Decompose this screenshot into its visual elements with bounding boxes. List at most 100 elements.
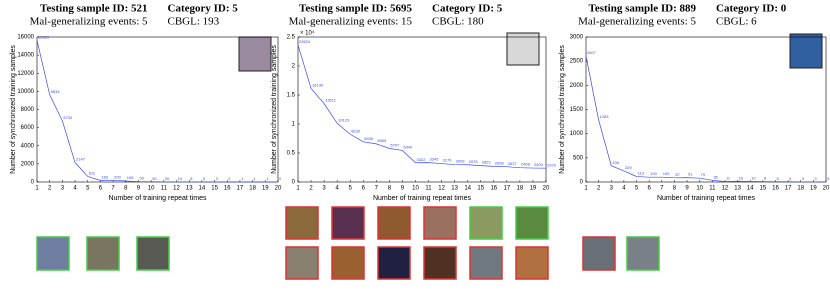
- x-tick-label: 2: [48, 186, 52, 192]
- y-tick-label: 8000: [21, 107, 35, 113]
- data-label: 6930: [364, 136, 374, 141]
- data-label: 30: [152, 176, 157, 181]
- x-tick-label: 4: [622, 186, 626, 192]
- chart: Testing sample ID: 521 Category ID: 5 Mal-…: [10, 3, 282, 202]
- x-tick-label: 4: [335, 186, 339, 192]
- y-tick-label: 3000: [570, 35, 584, 41]
- data-label: 183: [101, 174, 108, 179]
- data-label: 5: [776, 176, 779, 181]
- x-tick-label: 19: [262, 186, 269, 192]
- x-tick-label: 20: [823, 186, 830, 192]
- chart-title: Testing sample ID: 5695: [299, 3, 412, 15]
- x-tick-label: 16: [490, 186, 497, 192]
- data-label: 10: [751, 176, 756, 181]
- y-tick-label: 0.5: [287, 151, 296, 157]
- x-tick-label: 11: [425, 186, 432, 192]
- x-tick-label: 15: [211, 186, 218, 192]
- x-tick-label: 7: [111, 186, 115, 192]
- data-label: 11: [726, 176, 731, 181]
- x-tick-label: 18: [517, 186, 524, 192]
- data-label: 35: [713, 174, 718, 179]
- data-label: 6734: [63, 115, 73, 120]
- data-label: 79: [701, 172, 706, 177]
- data-label: 100: [650, 171, 657, 176]
- x-tick-label: 6: [362, 186, 366, 192]
- data-label: 5: [789, 176, 792, 181]
- note: Mal-generalizing events: 5: [30, 16, 148, 28]
- data-label: 8: [764, 176, 767, 181]
- data-label: 3322: [416, 157, 426, 162]
- data-label: 2468: [521, 162, 531, 167]
- x-tick-label: 15: [477, 186, 484, 192]
- y-axis-label: Number of synchronized training samples: [271, 45, 278, 174]
- x-tick-label: 3: [322, 186, 326, 192]
- x-tick-label: 10: [696, 186, 703, 192]
- data-label: 3: [814, 176, 817, 181]
- data-label: 5797: [390, 142, 400, 147]
- x-tick-label: 11: [709, 186, 716, 192]
- x-axis-label: Number of training repeat times: [657, 195, 756, 202]
- data-label: 87: [675, 172, 680, 177]
- chart: Testing sample ID: 5695 Category ID: 5 Mal…: [271, 3, 557, 202]
- data-label: 91: [688, 172, 693, 177]
- data-label: 10: [178, 176, 183, 181]
- x-tick-label: 20: [275, 186, 282, 192]
- x-axis-label: Number of training repeat times: [373, 195, 472, 202]
- chart-subtitle: Category ID: 5: [432, 3, 503, 15]
- y-tick-label: 16000: [17, 35, 34, 41]
- data-label: 2637: [508, 161, 518, 166]
- y-tick-label: 2000: [21, 161, 35, 167]
- data-label: 6569: [377, 138, 387, 143]
- y-tick-label: 2.5: [287, 35, 296, 41]
- data-label: 1: [241, 176, 244, 181]
- x-tick-label: 14: [464, 186, 471, 192]
- y-axis-label: Number of synchronized training samples: [10, 45, 17, 174]
- y-tick-label: 500: [573, 155, 584, 161]
- x-tick-label: 12: [438, 186, 445, 192]
- x-tick-label: 16: [224, 186, 231, 192]
- x-tick-label: 11: [161, 186, 168, 192]
- x-tick-label: 1: [296, 186, 300, 192]
- x-tick-label: 6: [99, 186, 103, 192]
- y-exponent: × 10⁴: [300, 30, 315, 37]
- data-label: 16: [739, 175, 744, 180]
- x-tick-label: 8: [673, 186, 677, 192]
- data-label: 3009: [456, 159, 466, 164]
- data-label: 1: [254, 176, 257, 181]
- data-label: 108: [127, 175, 134, 180]
- x-tick-label: 12: [722, 186, 729, 192]
- data-label: 15629: [38, 34, 50, 39]
- y-tick-label: 10000: [17, 89, 34, 95]
- x-tick-label: 20: [543, 186, 550, 192]
- data-label: 3: [216, 176, 219, 181]
- data-label: 50: [139, 176, 144, 181]
- data-line: [297, 44, 547, 169]
- x-tick-label: 17: [785, 186, 792, 192]
- x-tick-label: 12: [173, 186, 180, 192]
- note: Mal-generalizing events: 15: [289, 16, 413, 28]
- data-label: 2823: [482, 160, 492, 165]
- x-tick-label: 9: [685, 186, 689, 192]
- x-tick-label: 13: [734, 186, 741, 192]
- data-label: 13511: [325, 98, 337, 103]
- data-label: 2400: [534, 162, 544, 167]
- y-tick-label: 1500: [570, 107, 584, 113]
- data-label: 16130: [312, 83, 324, 88]
- data-label: 3176: [443, 158, 453, 163]
- data-line: [585, 55, 826, 183]
- y-tick-label: 6000: [21, 125, 35, 131]
- data-label: 113: [638, 171, 645, 176]
- x-tick-label: 5: [86, 186, 90, 192]
- data-label: 3: [827, 176, 830, 181]
- x-tick-label: 6: [647, 186, 651, 192]
- y-tick-label: 2000: [570, 83, 584, 89]
- x-tick-label: 10: [148, 186, 155, 192]
- x-tick-label: 2: [597, 186, 601, 192]
- data-label: 100: [663, 171, 670, 176]
- y-tick-label: 1000: [570, 131, 584, 137]
- x-tick-label: 1: [584, 186, 588, 192]
- data-label: 0: [279, 176, 282, 181]
- data-label: 2379: [547, 162, 557, 167]
- data-label: 2696: [495, 160, 505, 165]
